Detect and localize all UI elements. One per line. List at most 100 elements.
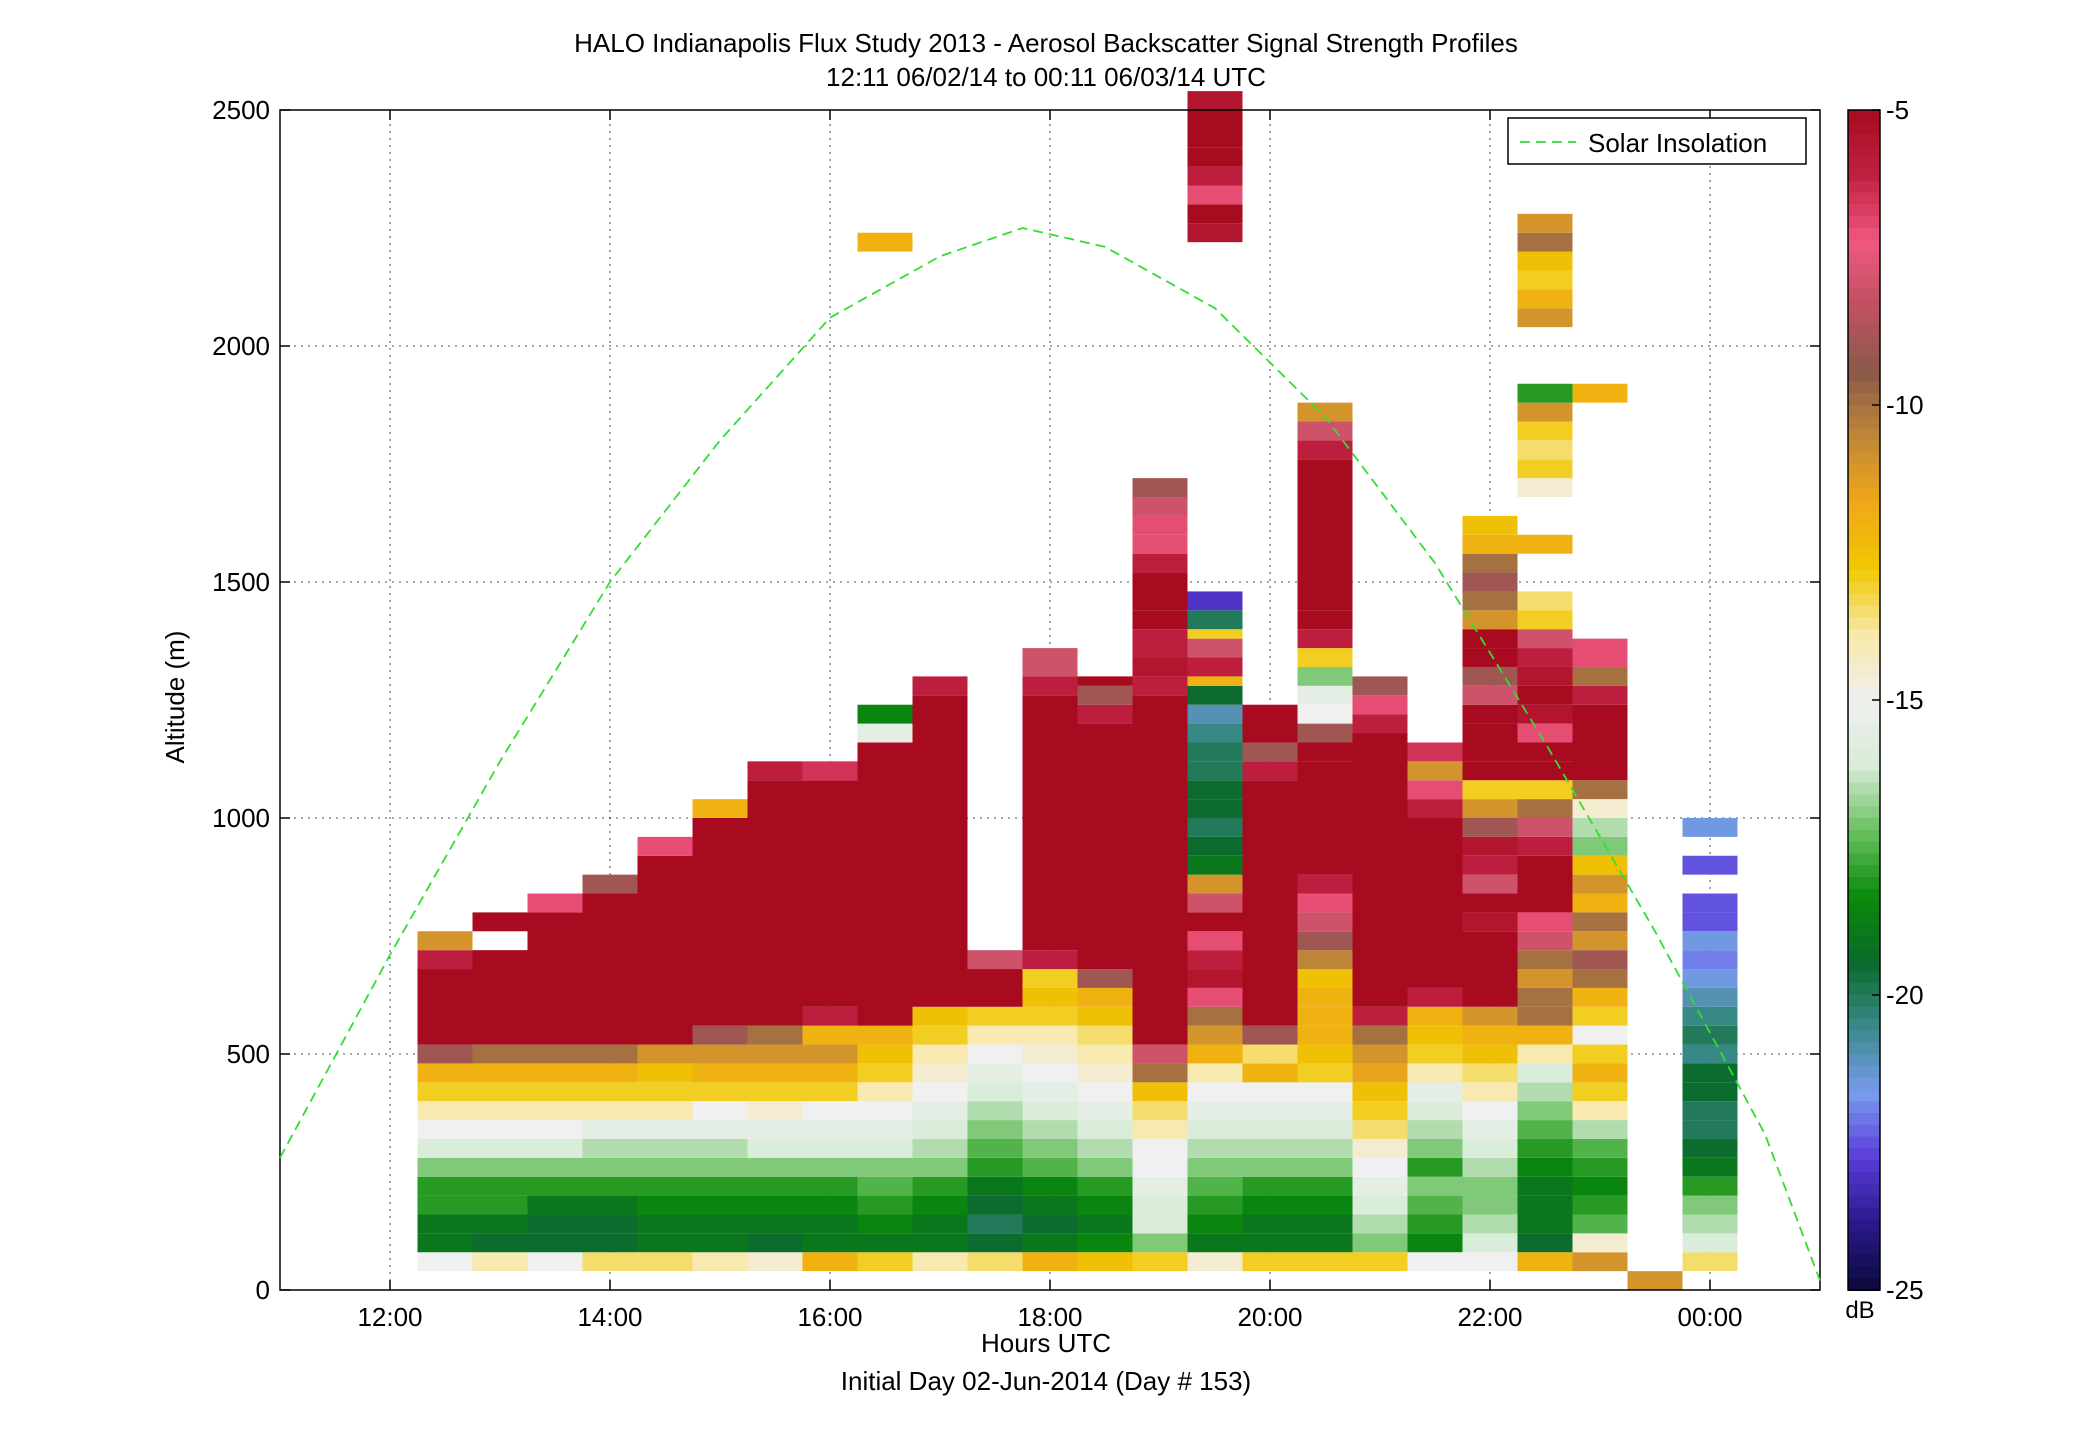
heatmap-cell: [1187, 110, 1243, 148]
heatmap-cell: [1517, 1044, 1573, 1064]
heatmap-cell: [747, 780, 803, 1026]
colorbar-swatch: [1848, 322, 1880, 336]
heatmap-cell: [1517, 648, 1573, 667]
heatmap-cell: [1022, 695, 1078, 951]
heatmap-cell: [527, 1063, 583, 1083]
heatmap-cell: [857, 723, 913, 743]
heatmap-cell: [1352, 714, 1408, 734]
heatmap-cell: [472, 1214, 528, 1234]
heatmap-cell: [692, 1176, 748, 1196]
colorbar-swatch: [1848, 263, 1880, 277]
colorbar-swatch: [1848, 334, 1880, 347]
heatmap-cell: [912, 1006, 968, 1026]
colorbar-swatch: [1848, 853, 1880, 867]
heatmap-cell: [1242, 1101, 1298, 1121]
heatmap-cell: [527, 893, 583, 913]
heatmap-cell: [802, 1214, 858, 1234]
colorbar-swatch: [1848, 629, 1880, 642]
heatmap-cell: [1682, 1063, 1738, 1083]
heatmap-cell: [1407, 1120, 1463, 1139]
heatmap-cell: [472, 1101, 528, 1121]
heatmap-cell: [1352, 1252, 1408, 1272]
heatmap-cell: [1242, 1195, 1298, 1215]
colorbar-swatch: [1848, 818, 1880, 831]
colorbar-swatch: [1848, 121, 1880, 135]
heatmap-cell: [417, 1082, 473, 1102]
heatmap-cell: [582, 893, 638, 1045]
colorbar-swatch: [1848, 723, 1880, 737]
heatmap-cell: [1022, 1006, 1078, 1026]
heatmap-cell: [967, 1120, 1023, 1139]
colorbar-swatch: [1848, 452, 1880, 465]
heatmap-cell: [582, 1195, 638, 1215]
heatmap-cell: [1187, 1082, 1243, 1102]
heatmap-cell: [692, 1214, 748, 1234]
heatmap-cell: [1132, 553, 1188, 573]
heatmap-cell: [417, 931, 473, 951]
heatmap-cell: [1297, 1138, 1353, 1158]
heatmap-cell: [1572, 987, 1628, 1007]
heatmap-cell: [1682, 1120, 1738, 1139]
colorbar-swatch: [1848, 357, 1880, 371]
heatmap-cell: [637, 1044, 693, 1064]
heatmap-cell: [1682, 969, 1738, 988]
colorbar-swatch: [1848, 1148, 1880, 1162]
heatmap-cell: [1297, 421, 1353, 441]
heatmap-cells: [417, 91, 1738, 1290]
heatmap-cell: [1297, 648, 1353, 667]
heatmap-cell: [1022, 657, 1078, 677]
heatmap-cell: [637, 1082, 693, 1102]
heatmap-cell: [417, 1233, 473, 1253]
heatmap-cell: [472, 912, 528, 932]
heatmap-cell: [1022, 1252, 1078, 1272]
colorbar-swatch: [1848, 1124, 1880, 1138]
heatmap-cell: [1242, 780, 1298, 1026]
colorbar-swatch: [1848, 487, 1880, 501]
heatmap-cell: [1462, 931, 1518, 1007]
heatmap-cell: [1462, 591, 1518, 611]
heatmap-cell: [1352, 1025, 1408, 1045]
heatmap-cell: [417, 969, 473, 1045]
legend-box: [1507, 117, 1807, 165]
heatmap-cell: [1187, 742, 1243, 762]
heatmap-cell: [472, 1157, 528, 1177]
heatmap-cell: [1132, 1101, 1188, 1121]
heatmap-cell: [857, 1025, 913, 1045]
heatmap-cell: [1352, 1006, 1408, 1026]
heatmap-cell: [1517, 213, 1573, 233]
heatmap-cell: [912, 1025, 968, 1045]
heatmap-cell: [912, 1138, 968, 1158]
colorbar-swatch: [1848, 440, 1880, 454]
chart-subtitle: 12:11 06/02/14 to 00:11 06/03/14 UTC: [826, 62, 1266, 92]
heatmap-cell: [1517, 308, 1573, 328]
colorbar-tick-label: -15: [1886, 685, 1924, 715]
heatmap-cell: [1682, 1214, 1738, 1234]
heatmap-cell: [1517, 534, 1573, 554]
heatmap-cell: [1572, 1006, 1628, 1026]
legend: Solar Insolation: [1507, 117, 1807, 165]
heatmap-cell: [1077, 1252, 1133, 1272]
colorbar-swatch: [1848, 794, 1880, 808]
heatmap-cell: [1407, 1063, 1463, 1083]
heatmap-cell: [692, 1195, 748, 1215]
heatmap-cell: [1242, 704, 1298, 743]
heatmap-cell: [967, 1082, 1023, 1102]
heatmap-cell: [1242, 1176, 1298, 1196]
heatmap-cell: [1572, 1195, 1628, 1215]
colorbar-swatch: [1848, 924, 1880, 937]
heatmap-cell: [1187, 987, 1243, 1007]
heatmap-cell: [1187, 1006, 1243, 1026]
heatmap-cell: [1517, 1195, 1573, 1215]
heatmap-cell: [1132, 1063, 1188, 1083]
colorbar-swatch: [1848, 180, 1880, 194]
heatmap-cell: [1242, 1082, 1298, 1102]
heatmap-cell: [857, 1120, 913, 1139]
heatmap-cell: [1077, 685, 1133, 705]
colorbar-swatch: [1848, 1018, 1880, 1032]
heatmap-cell: [1517, 1138, 1573, 1158]
heatmap-cell: [1407, 1025, 1463, 1045]
heatmap-cell: [1572, 818, 1628, 837]
heatmap-cell: [1077, 1082, 1133, 1102]
heatmap-cell: [1462, 1101, 1518, 1121]
heatmap-cell: [1187, 818, 1243, 837]
